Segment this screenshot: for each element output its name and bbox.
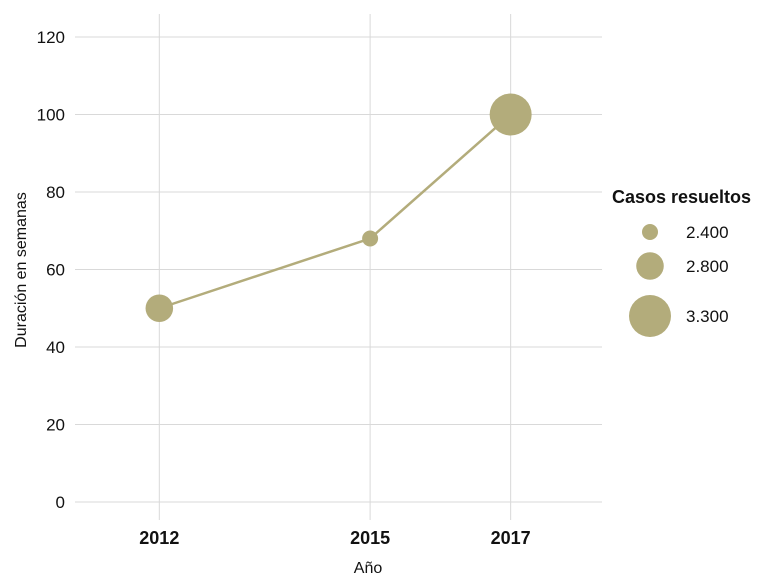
legend-marker <box>642 224 658 240</box>
series-line <box>158 113 512 310</box>
series <box>145 93 532 323</box>
legend-title: Casos resueltos <box>612 187 751 207</box>
data-point <box>489 93 532 136</box>
y-tick-label: 0 <box>56 493 65 512</box>
legend-label: 3.300 <box>686 307 729 326</box>
x-tick-label: 2017 <box>491 528 531 548</box>
x-axis-ticks: 2012 2015 2017 <box>139 528 530 548</box>
x-tick-label: 2015 <box>350 528 390 548</box>
y-tick-label: 120 <box>37 28 65 47</box>
data-point <box>362 230 379 247</box>
y-axis-title: Duración en semanas <box>13 192 30 348</box>
legend-marker <box>636 252 664 280</box>
size-legend: Casos resueltos 2.400 2.800 3.300 <box>612 187 751 337</box>
y-tick-label: 60 <box>46 261 65 280</box>
y-tick-label: 40 <box>46 338 65 357</box>
x-axis-title: Año <box>354 560 383 577</box>
y-axis-ticks: 0 20 40 60 80 100 120 <box>37 28 65 512</box>
y-tick-label: 100 <box>37 106 65 125</box>
legend-marker <box>629 295 671 337</box>
legend-label: 2.400 <box>686 223 729 242</box>
grid <box>75 14 602 520</box>
y-tick-label: 20 <box>46 416 65 435</box>
x-tick-label: 2012 <box>139 528 179 548</box>
y-tick-label: 80 <box>46 183 65 202</box>
legend-label: 2.800 <box>686 257 729 276</box>
data-point <box>145 294 174 323</box>
